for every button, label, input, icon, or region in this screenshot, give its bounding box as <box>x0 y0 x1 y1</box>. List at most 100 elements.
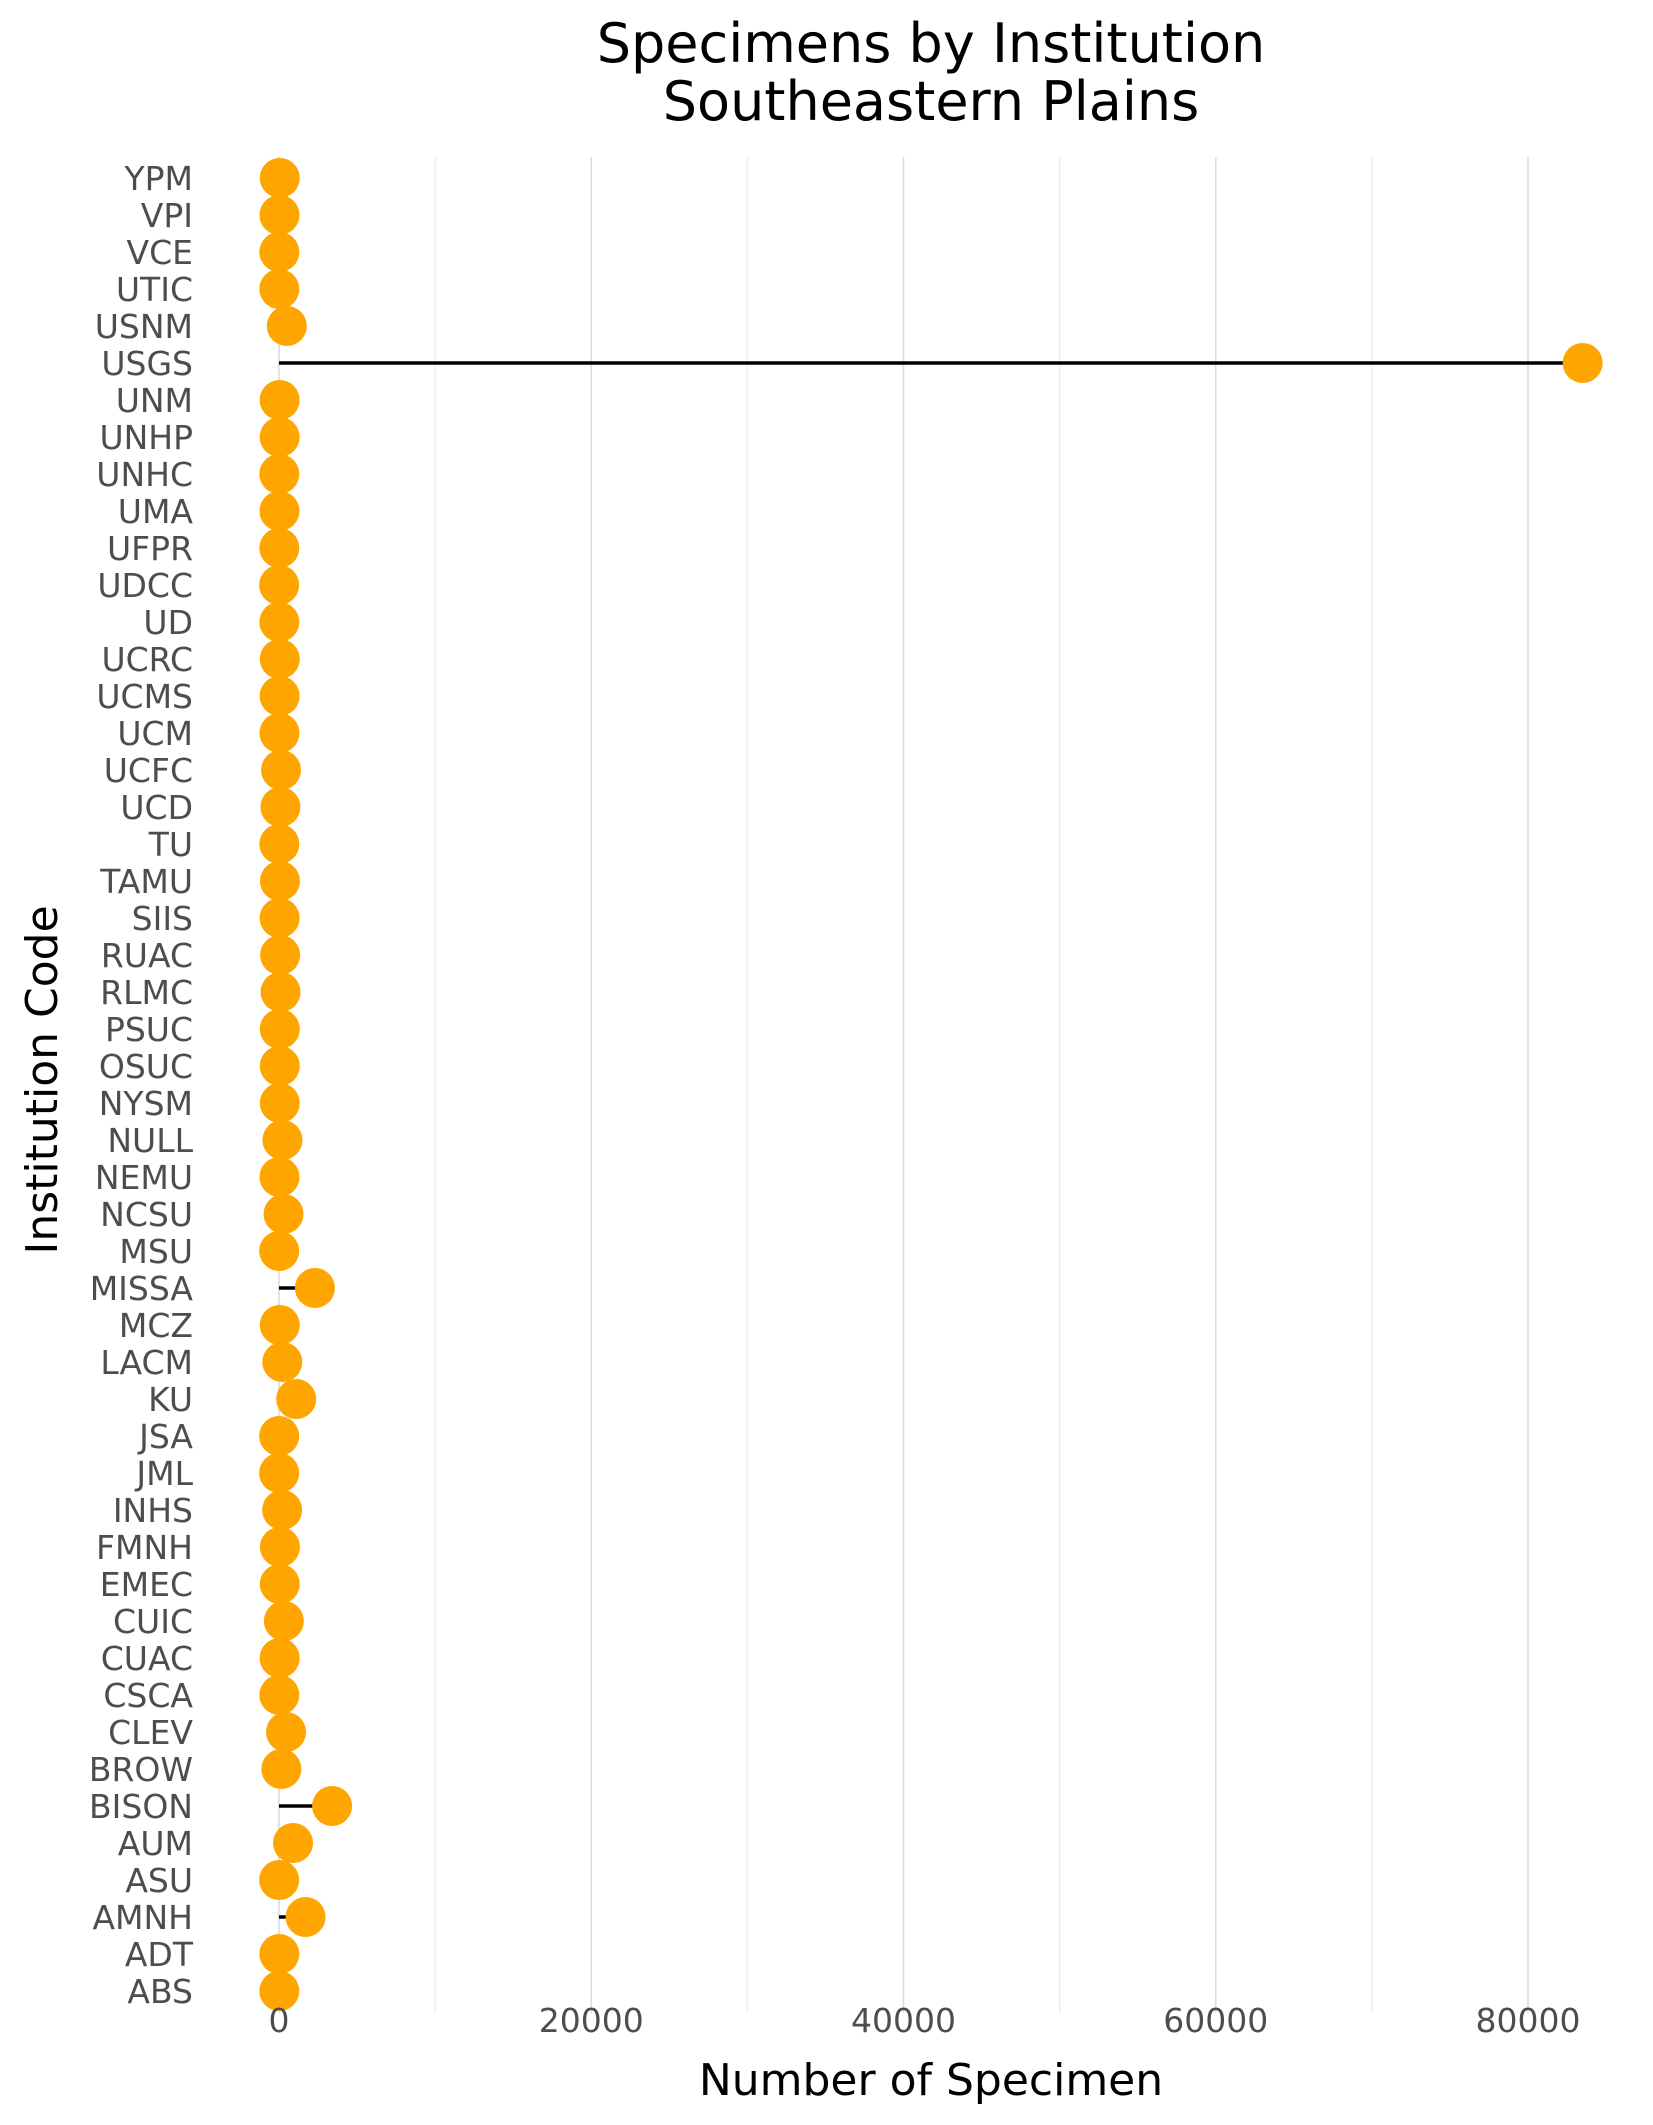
y-tick-label: AMNH <box>92 1898 193 1937</box>
point-utic <box>259 269 300 309</box>
point-ncsu <box>263 1194 304 1234</box>
point-clev <box>266 1712 307 1752</box>
point-tu <box>259 824 300 864</box>
point-uma <box>259 491 300 531</box>
y-tick-label: UCFC <box>104 751 193 790</box>
y-tick-label: EMEC <box>100 1565 193 1604</box>
point-jsa <box>259 1416 300 1456</box>
y-tick-label: UNHP <box>99 418 193 457</box>
y-tick-label: CUAC <box>101 1639 193 1678</box>
y-tick-label: YPM <box>123 159 193 198</box>
point-nysm <box>259 1083 300 1123</box>
point-unhc <box>259 454 300 494</box>
point-amnh <box>285 1897 326 1937</box>
y-tick-label: MCZ <box>119 1306 193 1345</box>
point-udcc <box>259 565 300 605</box>
y-tick-label: BROW <box>89 1750 193 1789</box>
x-tick-label: 80000 <box>1476 2001 1581 2040</box>
point-ud <box>259 602 300 642</box>
point-mcz <box>259 1305 300 1345</box>
point-usnm <box>266 306 307 346</box>
point-unm <box>259 380 300 420</box>
y-tick-label: UTIC <box>116 270 193 309</box>
y-tick-label: UCD <box>120 788 193 827</box>
chart-subtitle: Southeastern Plains <box>663 70 1199 133</box>
point-emec <box>259 1564 300 1604</box>
point-usgs <box>1562 343 1603 383</box>
x-tick-label: 60000 <box>1163 2001 1268 2040</box>
gridlines <box>278 157 1529 2013</box>
y-tick-label: USNM <box>95 307 193 346</box>
x-tick-labels: 0 20000 40000 60000 80000 <box>269 2001 1581 2040</box>
point-lacm <box>262 1342 303 1382</box>
point-brow <box>261 1749 302 1789</box>
y-tick-label: TAMU <box>99 862 193 901</box>
y-tick-label: RLMC <box>100 973 193 1012</box>
y-tick-label: VCE <box>127 233 193 272</box>
y-tick-label: UCMS <box>96 677 193 716</box>
y-tick-label: INHS <box>113 1491 193 1530</box>
point-ypm <box>259 158 300 198</box>
y-tick-label: UMA <box>118 492 194 531</box>
y-tick-label: BISON <box>89 1787 193 1826</box>
y-tick-label: JSA <box>137 1417 193 1456</box>
point-abs <box>259 1971 300 2011</box>
y-tick-label: CUIC <box>113 1602 193 1641</box>
point-asu <box>259 1860 300 1900</box>
x-tick-label: 40000 <box>851 2001 956 2040</box>
point-ucd <box>260 787 301 827</box>
y-tick-label: CSCA <box>103 1676 193 1715</box>
point-unhp <box>259 417 300 457</box>
y-tick-label: ADT <box>125 1935 194 1974</box>
y-tick-label: UNM <box>116 381 193 420</box>
y-tick-label: UFPR <box>107 529 193 568</box>
y-tick-label: FMNH <box>96 1528 193 1567</box>
point-vce <box>259 232 300 272</box>
y-tick-label: JML <box>134 1454 193 1493</box>
point-csca <box>259 1675 300 1715</box>
y-tick-label: AUM <box>118 1824 193 1863</box>
y-axis-title: Institution Code <box>17 905 68 1254</box>
y-tick-label: NYSM <box>99 1084 193 1123</box>
lollipop-stems <box>279 176 1583 1993</box>
y-tick-label: UCM <box>117 714 193 753</box>
x-tick-label: 20000 <box>539 2001 644 2040</box>
x-axis-title: Number of Specimen <box>699 2055 1163 2106</box>
y-tick-label: RUAC <box>101 936 193 975</box>
point-missa <box>294 1268 335 1308</box>
y-tick-label: MSU <box>119 1232 193 1271</box>
y-tick-labels: YPMVPIVCEUTICUSNMUSGSUNMUNHPUNHCUMAUFPRU… <box>89 159 194 2011</box>
point-msu <box>259 1231 300 1271</box>
y-tick-label: CLEV <box>108 1713 193 1752</box>
point-rlmc <box>260 972 301 1012</box>
point-ufpr <box>259 528 300 568</box>
y-tick-label: OSUC <box>99 1047 193 1086</box>
point-ku <box>276 1379 317 1419</box>
y-tick-label: UNHC <box>96 455 193 494</box>
point-ucms <box>259 676 300 716</box>
y-tick-label: USGS <box>101 344 193 383</box>
point-fmnh <box>259 1527 300 1567</box>
point-vpi <box>259 195 300 235</box>
point-cuic <box>263 1601 304 1641</box>
lollipop-points <box>259 158 1603 2011</box>
y-tick-label: NULL <box>107 1121 193 1160</box>
point-nemu <box>259 1157 300 1197</box>
point-jml <box>259 1453 300 1493</box>
y-tick-label: ABS <box>127 1972 193 2011</box>
y-tick-label: PSUC <box>105 1010 193 1049</box>
y-tick-label: NCSU <box>100 1195 193 1234</box>
point-ucfc <box>261 750 302 790</box>
y-tick-label: VPI <box>141 196 193 235</box>
point-ruac <box>260 935 301 975</box>
point-osuc <box>259 1046 300 1086</box>
chart-title: Specimens by Institution <box>597 12 1266 75</box>
point-ucm <box>259 713 300 753</box>
y-tick-label: LACM <box>100 1343 193 1382</box>
y-tick-label: UDCC <box>97 566 193 605</box>
point-psuc <box>259 1009 300 1049</box>
point-tamu <box>259 861 300 901</box>
y-tick-label: NEMU <box>95 1158 193 1197</box>
point-siis <box>259 898 300 938</box>
